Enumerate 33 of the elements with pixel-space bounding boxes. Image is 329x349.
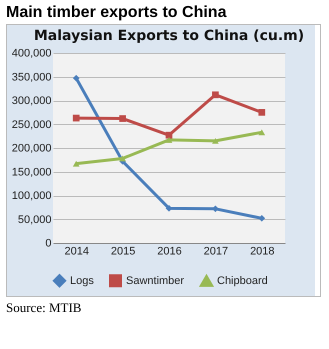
point	[258, 109, 266, 116]
point	[258, 214, 266, 222]
x-tick-label: 2017	[204, 246, 228, 258]
point	[258, 129, 266, 136]
legend-label: Chipboard	[217, 275, 268, 288]
point	[119, 156, 126, 162]
point	[72, 74, 80, 82]
source-note: Source: MTIB	[5, 299, 82, 317]
y-tick-label: 300,000	[12, 95, 52, 107]
y-tick-label: 350,000	[12, 71, 52, 84]
point	[72, 114, 80, 122]
point	[212, 205, 219, 212]
x-tick-label: 2015	[110, 246, 136, 258]
y-tick-label: 150,000	[12, 166, 52, 178]
x-tick-label: 2014	[64, 246, 89, 258]
x-tick-label: 2018	[250, 246, 275, 258]
legend-label: Logs	[70, 274, 94, 287]
point	[166, 132, 172, 139]
y-tick-label: 400,000	[12, 48, 52, 60]
point	[72, 160, 80, 167]
point	[212, 91, 219, 98]
point	[119, 115, 126, 122]
y-tick-label: 100,000	[12, 190, 52, 202]
y-tick-label: 200,000	[12, 142, 52, 154]
y-tick-label: 50,000	[18, 214, 52, 226]
chart-title: Main timber exports to China	[5, 3, 228, 23]
chart-subtitle: Malaysian Exports to China (cu.m)	[34, 28, 304, 44]
x-tick-label: 2016	[157, 246, 182, 258]
point	[166, 137, 172, 143]
y-tick-label: 0	[45, 238, 52, 250]
y-tick-label: 250,000	[12, 118, 52, 131]
legend-label: Sawntimber	[126, 274, 184, 287]
point	[212, 138, 219, 144]
